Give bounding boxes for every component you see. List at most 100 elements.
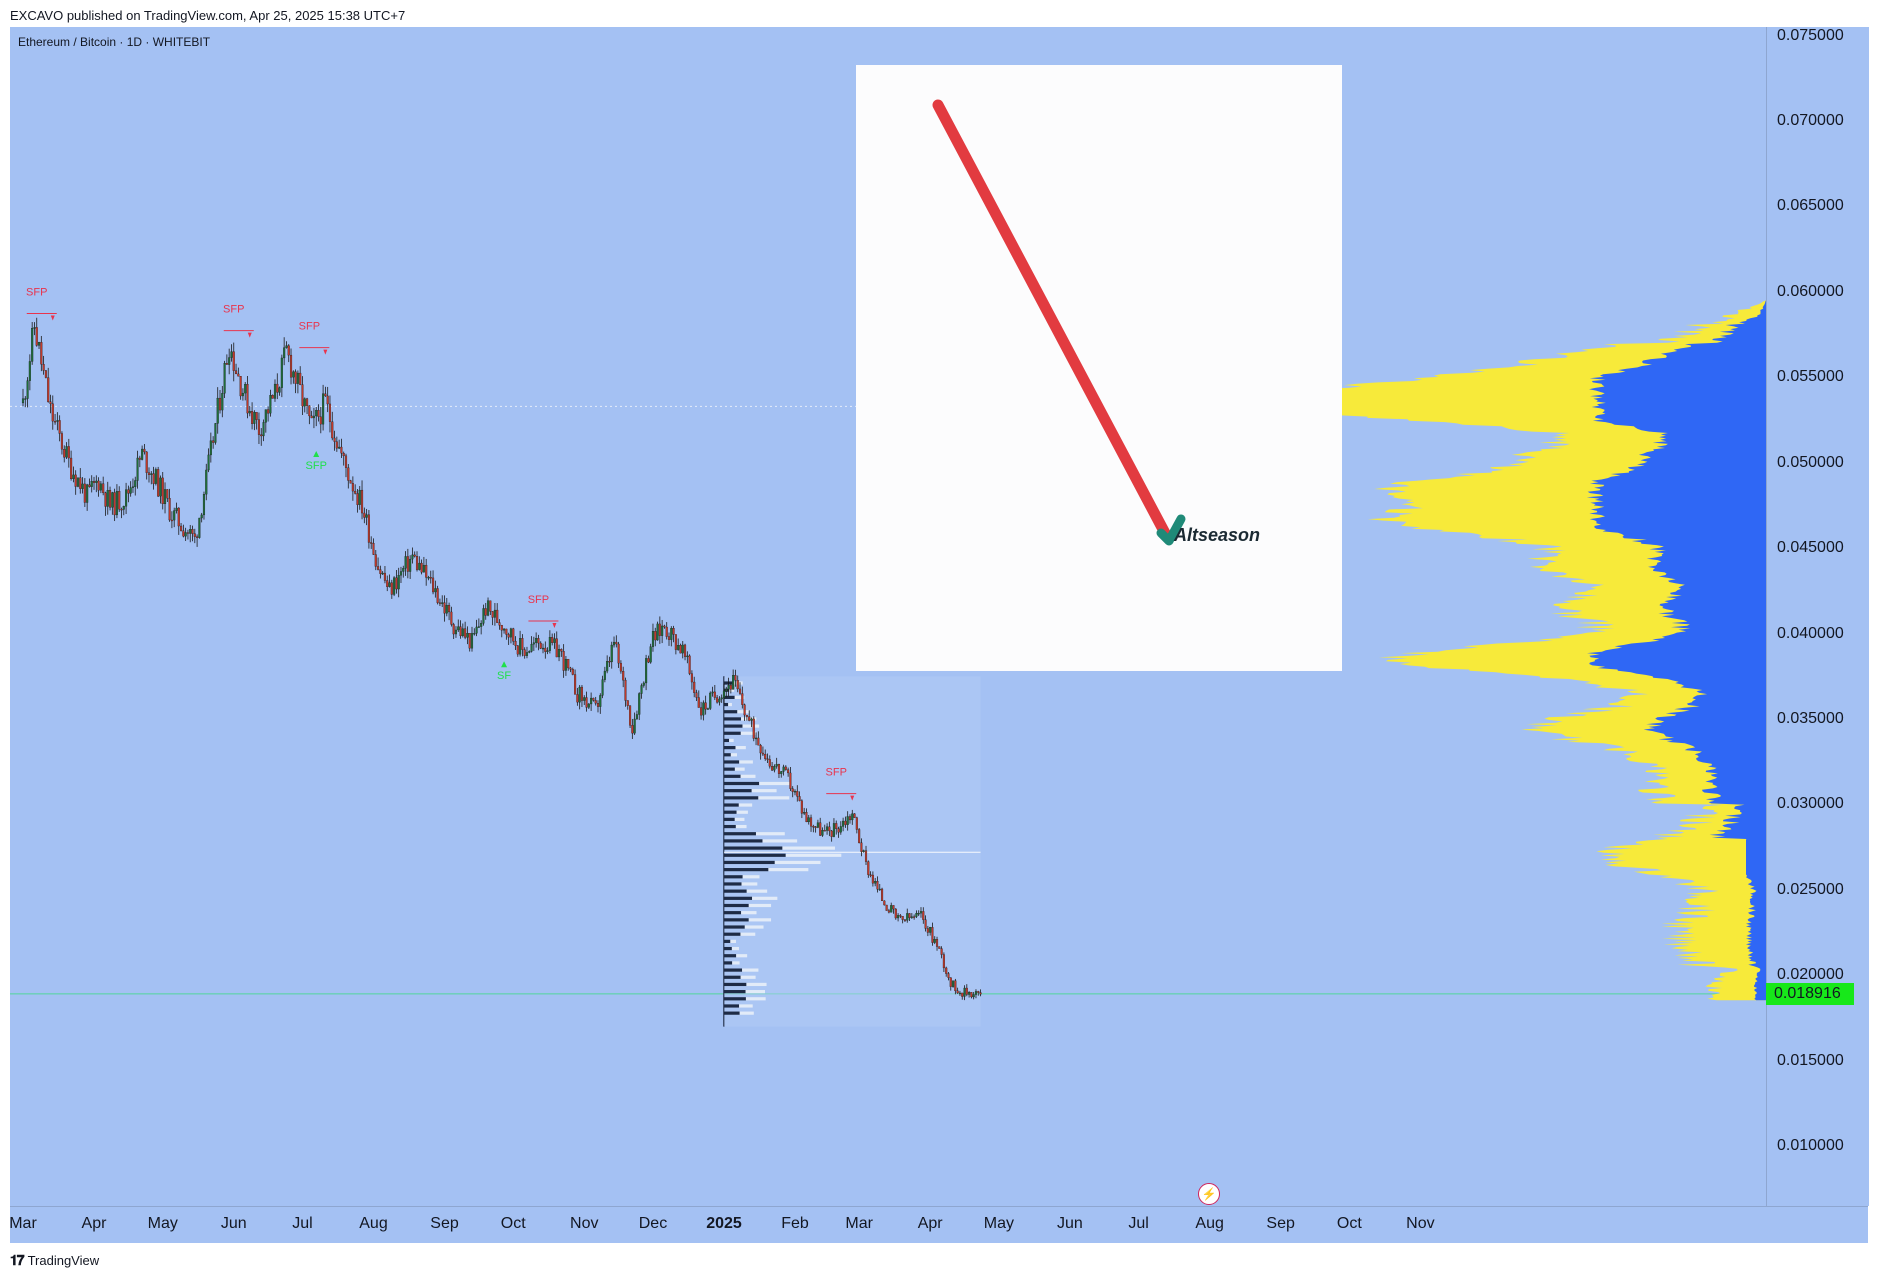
session-profile-bar <box>723 860 775 865</box>
candle-body <box>922 911 925 920</box>
time-tick-label: Apr <box>81 1215 107 1232</box>
candle-body <box>115 491 118 516</box>
price-tick-label: 0.065000 <box>1777 197 1844 215</box>
candle-body <box>574 674 577 695</box>
candle-body <box>887 910 890 913</box>
session-profile-bar-light <box>728 702 732 707</box>
candle-body <box>514 641 517 646</box>
candle-body <box>557 649 561 658</box>
candle-body <box>548 637 551 651</box>
candle-body <box>395 577 398 590</box>
candle-body <box>67 446 70 459</box>
lightning-icon[interactable]: ⚡ <box>1198 1183 1220 1205</box>
candle-body <box>406 556 409 572</box>
candle-body <box>713 691 716 698</box>
candle-body <box>35 327 38 346</box>
candle-body <box>690 673 693 683</box>
candle-body <box>883 900 886 906</box>
candle-body <box>622 671 625 681</box>
candle-body <box>732 675 735 690</box>
candle-body <box>310 415 313 419</box>
candle-body <box>695 692 698 698</box>
candle-body <box>173 510 176 521</box>
candle-body <box>180 525 183 531</box>
session-profile-bar-light <box>746 889 768 893</box>
candle-body <box>448 605 451 613</box>
candle-body <box>118 491 121 510</box>
candle-body <box>303 398 306 407</box>
time-axis[interactable]: Mar Apr May Jun Jul Aug Sep Oct Nov Dec 2025 Feb Mar… <box>9 1206 1868 1243</box>
sfp-down-arrow-icon <box>50 315 55 321</box>
tradingview-footer[interactable]: 𝟏𝟕 TradingView <box>10 1252 99 1269</box>
candle-body <box>223 363 226 394</box>
session-profile-bar <box>723 738 730 743</box>
candle-body <box>562 651 565 671</box>
candle-body <box>207 454 210 471</box>
candle-body <box>228 357 231 365</box>
candle-body <box>267 409 270 414</box>
candle-body <box>432 577 435 593</box>
candle-body <box>965 987 968 995</box>
candle-body <box>134 480 137 487</box>
session-profile-bar <box>723 767 735 771</box>
candle-body <box>688 655 691 674</box>
session-profile-bar-light <box>762 839 798 843</box>
candle-body <box>681 644 684 654</box>
session-profile-bar-light <box>736 810 748 814</box>
candle-body <box>816 822 819 828</box>
candle-body <box>853 813 856 818</box>
session-profile-bar <box>723 695 735 699</box>
sfp-down-arrow-icon <box>247 332 252 338</box>
candle-body <box>858 829 861 843</box>
candle-body <box>576 694 579 703</box>
chart-canvas[interactable]: SFP SFP SFP SFP SFP SF SFP <box>10 27 1766 1206</box>
candle-body <box>260 434 263 437</box>
session-profile-bar <box>723 896 753 900</box>
candle-body <box>409 558 412 572</box>
candle-body <box>230 351 233 358</box>
candle-body <box>301 384 304 407</box>
session-profile-bar-light <box>742 875 760 879</box>
candle-body <box>189 529 192 534</box>
time-tick-label: Mar <box>9 1215 37 1232</box>
session-profile-bar <box>723 724 743 728</box>
candle-body <box>555 638 558 658</box>
candle-body <box>947 973 950 978</box>
candle-body <box>759 745 762 754</box>
candle-body <box>679 645 682 654</box>
candle-body <box>161 477 164 505</box>
publisher-header: EXCAVO published on TradingView.com, Apr… <box>10 8 406 23</box>
candle-body <box>656 623 659 641</box>
candle-body <box>377 566 380 570</box>
decline-line <box>932 99 1172 541</box>
price-tick-label: 0.015000 <box>1777 1051 1844 1069</box>
candle-body <box>837 828 840 833</box>
candle-body <box>819 822 822 836</box>
candle-body <box>24 398 27 400</box>
candle-body <box>221 393 224 411</box>
candle-body <box>672 628 675 635</box>
candle-body <box>516 645 519 655</box>
candle-body <box>610 644 613 663</box>
time-tick-label: Aug <box>1195 1215 1224 1232</box>
time-tick-label: Nov <box>1406 1215 1435 1232</box>
price-scale[interactable]: 0.075000 0.070000 0.065000 0.060000 0.055000… <box>1766 27 1869 1206</box>
session-profile-bar-light <box>741 911 757 915</box>
candle-body <box>791 788 794 792</box>
candle-body <box>344 455 348 468</box>
candle-body <box>523 649 526 656</box>
candle-body <box>33 327 36 329</box>
candle-body <box>716 697 719 703</box>
candle-body <box>567 658 570 669</box>
session-profile-bar-light <box>729 688 735 692</box>
candle-body <box>273 383 277 399</box>
candle-body <box>383 572 386 581</box>
candle-body <box>823 830 826 832</box>
candle-body <box>202 494 206 516</box>
candle-body <box>498 622 501 626</box>
candle-body <box>475 626 478 634</box>
sfp-label: SF <box>497 670 511 682</box>
candle-body <box>917 912 920 915</box>
candle-body <box>466 633 469 638</box>
candle-body <box>198 517 201 538</box>
